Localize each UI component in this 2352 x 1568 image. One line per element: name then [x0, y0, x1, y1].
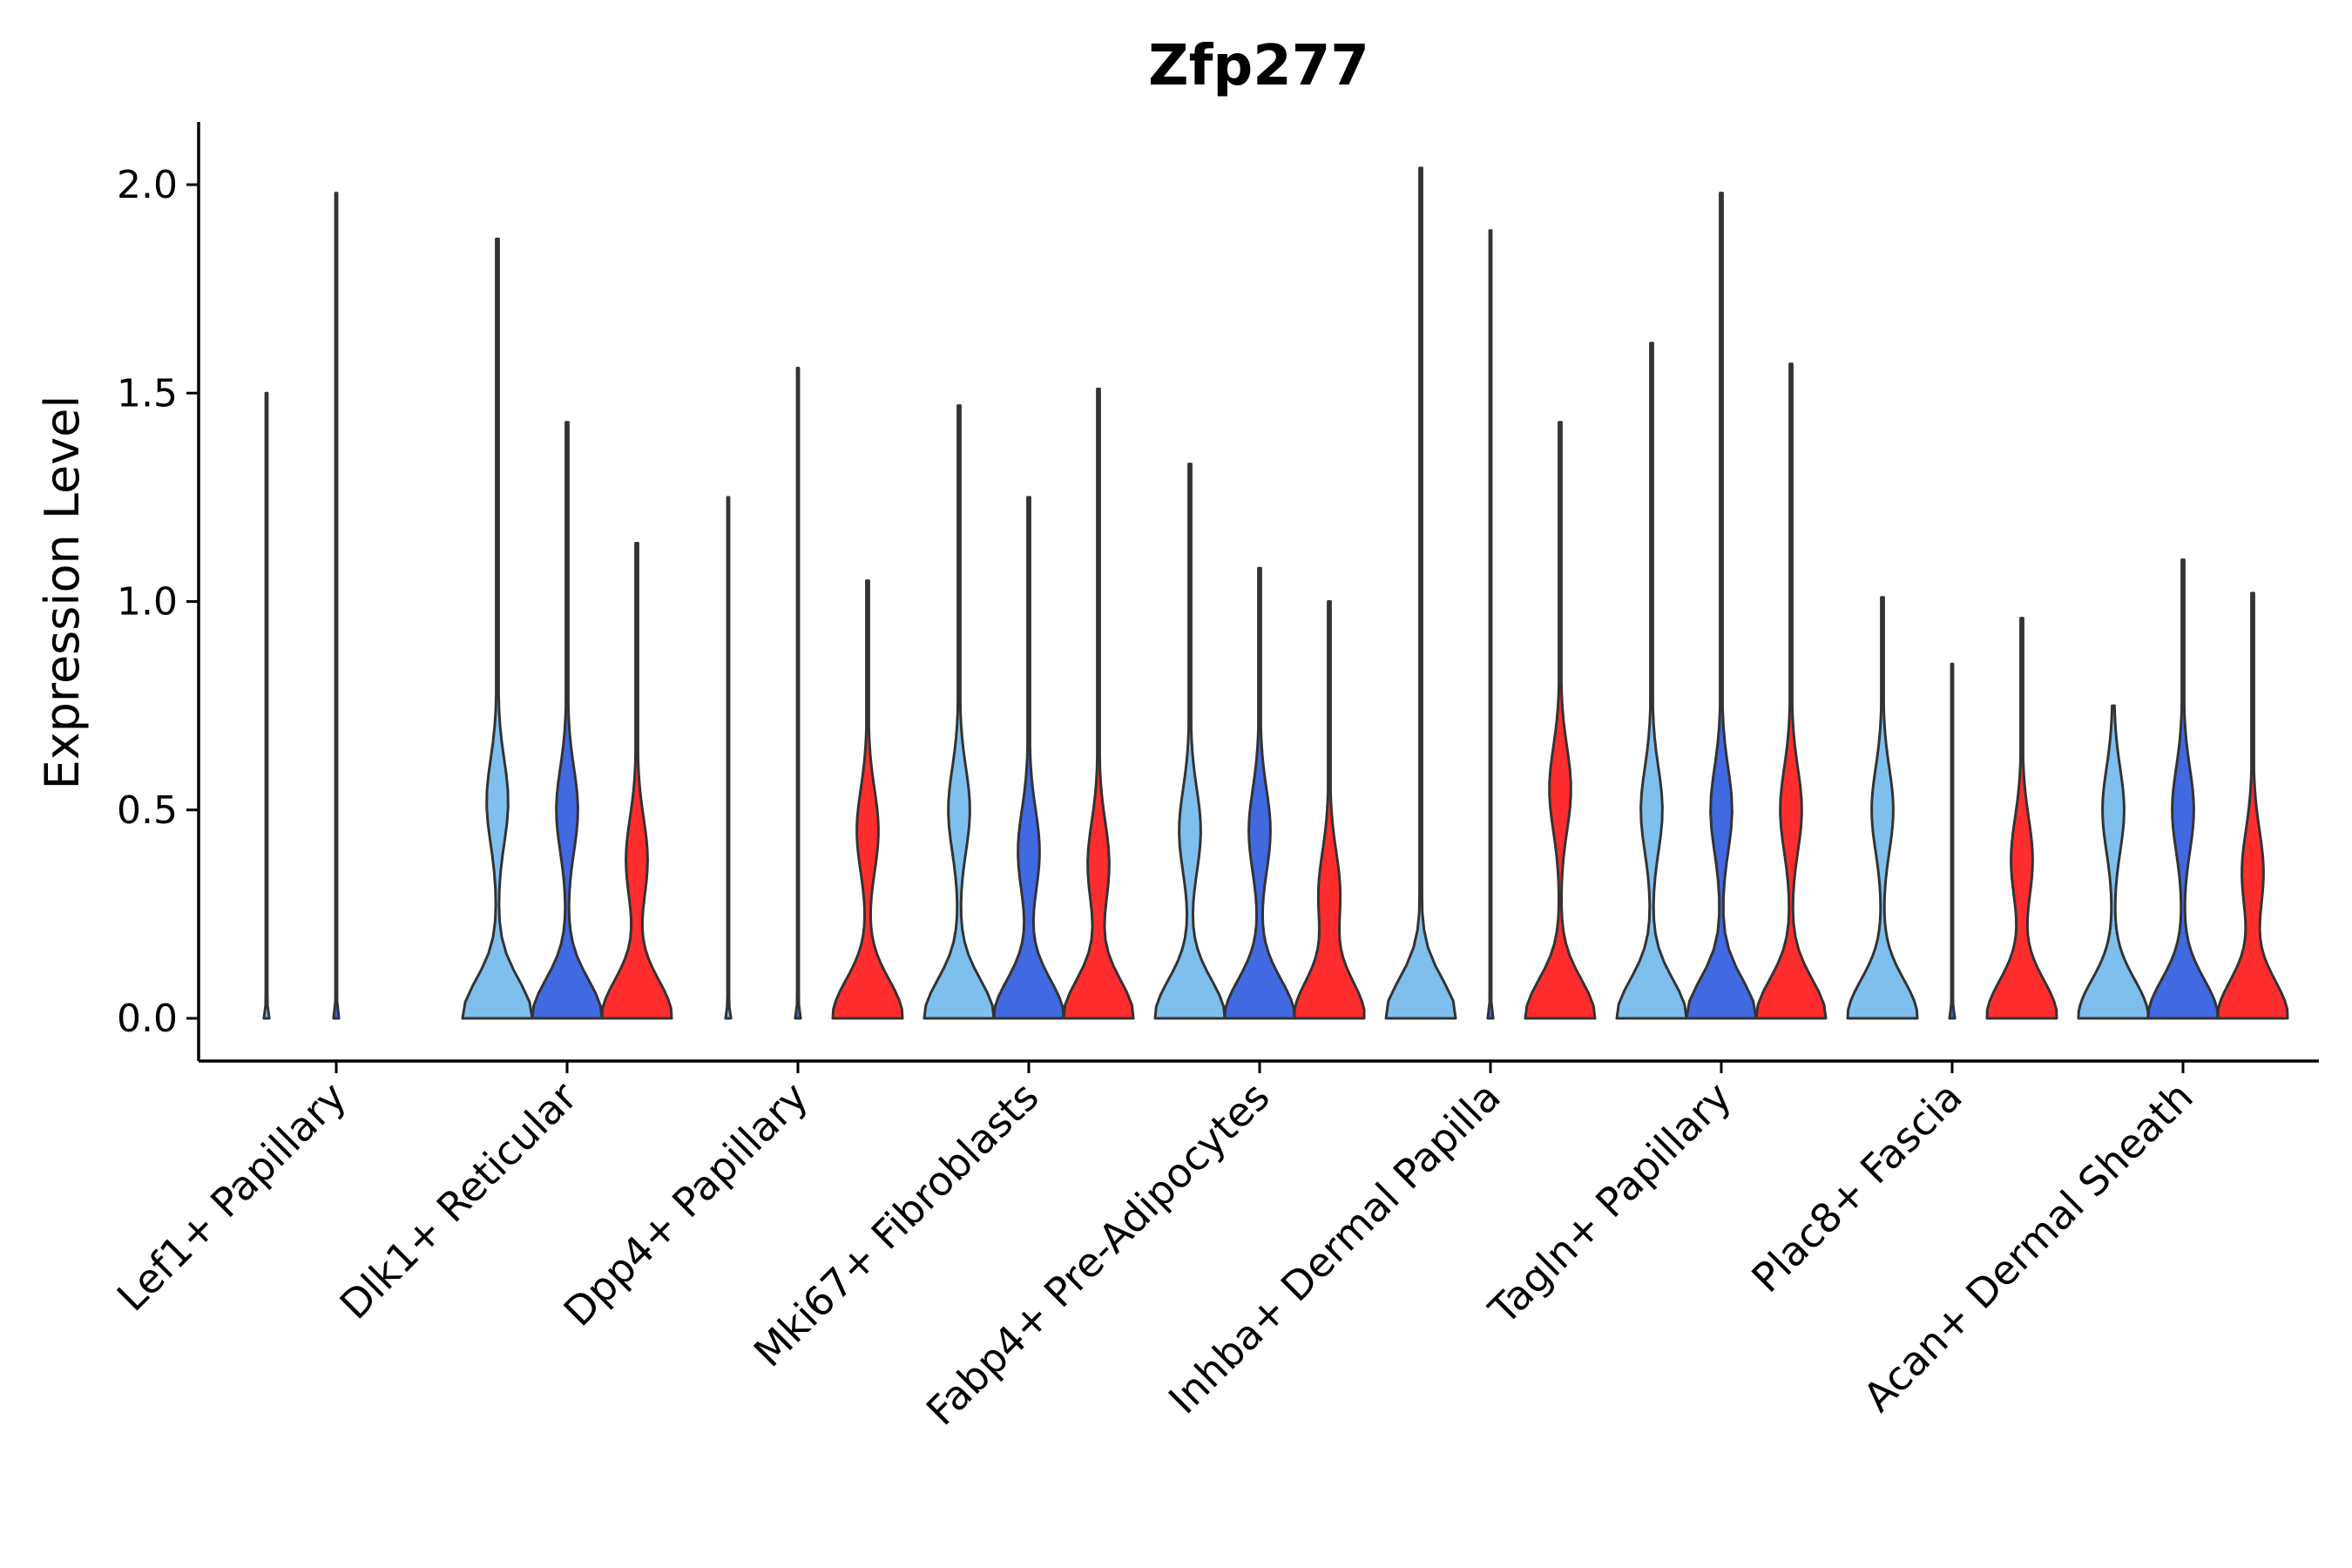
violin-group-3-9 [2216, 591, 2289, 1020]
violin-group-1-9 [2077, 704, 2150, 1020]
violin-group-1-1 [262, 391, 271, 1020]
violin-group-3-5 [1293, 600, 1366, 1020]
violin-group-3-7 [1754, 362, 1828, 1020]
violin-group-2-1 [332, 192, 341, 1020]
x-tick-label: Dlk1+ Reticular [331, 1073, 586, 1328]
violin-group-3-3 [831, 579, 904, 1020]
violin-group-2-6 [1486, 229, 1495, 1020]
violin-group-2-9 [2146, 558, 2220, 1020]
x-tick-label: Tagln+ Papillary [1479, 1073, 1740, 1335]
x-tick-label: Lef1+ Papillary [108, 1073, 355, 1321]
y-tick-label: 2.0 [117, 163, 178, 207]
violin-group-1-5 [1153, 463, 1227, 1020]
violin-group-3-6 [1524, 421, 1597, 1020]
violin-group-2-5 [1223, 566, 1296, 1020]
violin-group-1-6 [1384, 166, 1457, 1020]
x-tick-label: Dpp4+ Papillary [555, 1073, 817, 1335]
violin-series-group [262, 166, 2289, 1020]
y-axis-label: Expression Level [35, 395, 90, 790]
violin-group-2-7 [1685, 192, 1758, 1020]
y-tick-label: 0.5 [117, 788, 178, 833]
violin-group-2-2 [531, 421, 604, 1020]
violin-group-3-2 [600, 542, 673, 1020]
violin-group-2-4 [992, 496, 1065, 1020]
violin-group-1-2 [461, 237, 534, 1020]
violin-group-1-3 [724, 496, 733, 1020]
violin-group-2-8 [1948, 662, 1957, 1020]
x-tick-label: Plac8+ Fascia [1742, 1073, 1970, 1301]
violin-group-1-7 [1615, 341, 1688, 1020]
violin-group-3-4 [1062, 387, 1135, 1020]
violin-group-3-8 [1985, 617, 2058, 1020]
chart-title: Zfp277 [1148, 34, 1369, 98]
violin-group-1-4 [923, 404, 996, 1020]
violin-group-1-8 [1846, 596, 1919, 1020]
y-tick-label: 1.5 [117, 371, 178, 416]
y-tick-label: 0.0 [117, 997, 178, 1041]
violin-group-2-3 [794, 367, 802, 1020]
y-tick-label: 1.0 [117, 580, 178, 625]
